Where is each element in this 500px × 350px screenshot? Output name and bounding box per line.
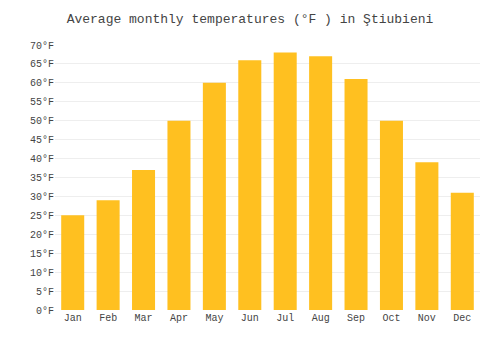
- svg-text:60°F: 60°F: [30, 78, 54, 89]
- svg-text:Dec: Dec: [453, 313, 471, 324]
- svg-text:10°F: 10°F: [30, 268, 54, 279]
- svg-text:Mar: Mar: [135, 313, 153, 324]
- svg-text:20°F: 20°F: [30, 230, 54, 241]
- svg-text:5°F: 5°F: [36, 287, 54, 298]
- svg-text:Feb: Feb: [99, 313, 117, 324]
- svg-text:Jan: Jan: [64, 313, 82, 324]
- svg-text:May: May: [205, 313, 223, 324]
- svg-text:Jul: Jul: [276, 313, 294, 324]
- svg-text:Jun: Jun: [241, 313, 259, 324]
- svg-text:40°F: 40°F: [30, 154, 54, 165]
- svg-text:Average monthly temperatures (: Average monthly temperatures (°F ) in Şt…: [67, 12, 434, 27]
- svg-text:Aug: Aug: [312, 313, 330, 324]
- svg-text:70°F: 70°F: [30, 41, 54, 52]
- svg-text:0°F: 0°F: [36, 306, 54, 317]
- svg-text:25°F: 25°F: [30, 211, 54, 222]
- svg-text:Oct: Oct: [382, 313, 400, 324]
- svg-text:Apr: Apr: [170, 313, 188, 324]
- svg-text:15°F: 15°F: [30, 249, 54, 260]
- svg-text:45°F: 45°F: [30, 135, 54, 146]
- svg-text:50°F: 50°F: [30, 116, 54, 127]
- svg-text:30°F: 30°F: [30, 192, 54, 203]
- svg-text:35°F: 35°F: [30, 173, 54, 184]
- svg-text:65°F: 65°F: [30, 59, 54, 70]
- svg-text:Nov: Nov: [418, 313, 436, 324]
- svg-text:55°F: 55°F: [30, 97, 54, 108]
- svg-text:Sep: Sep: [347, 313, 365, 324]
